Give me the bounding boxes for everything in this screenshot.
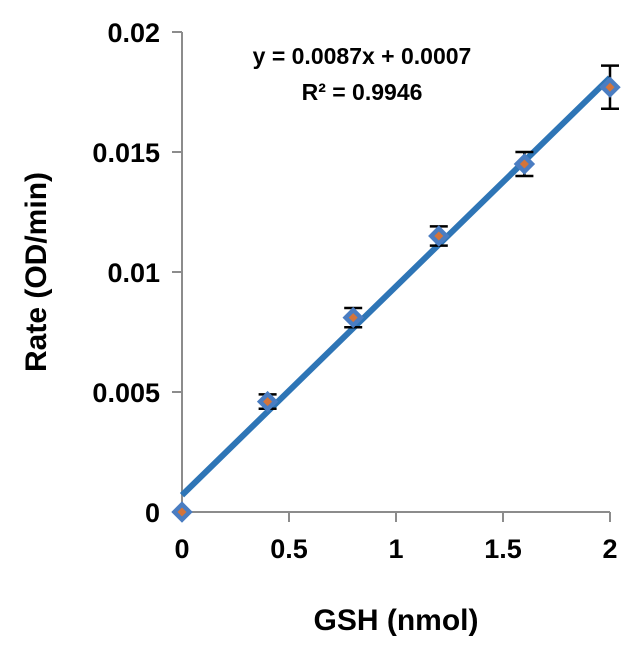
x-tick-label: 0 [174, 534, 189, 564]
data-markers [171, 76, 621, 523]
y-tick-label: 0.02 [107, 18, 160, 48]
x-axis-title: GSH (nmol) [314, 604, 479, 637]
ticks: 0 0.5 1 1.5 2 0 0.005 0.01 0.015 0.02 [92, 18, 617, 564]
data-point [428, 225, 450, 247]
data-point [599, 76, 621, 98]
x-tick-label: 2 [602, 534, 617, 564]
y-tick-label: 0.015 [92, 138, 160, 168]
y-axis-title: Rate (OD/min) [20, 172, 53, 372]
r-squared-label: R² = 0.9946 [302, 79, 423, 105]
trendline-layer [179, 75, 613, 498]
data-point [513, 153, 536, 175]
x-tick-label: 1 [388, 534, 403, 564]
x-tick-label: 1.5 [484, 534, 522, 564]
data-point [171, 501, 193, 523]
trendline-equation: y = 0.0087x + 0.0007 [253, 43, 472, 69]
data-point [342, 306, 364, 329]
y-tick-label: 0 [145, 498, 160, 528]
data-point [256, 390, 279, 413]
x-tick-label: 0.5 [270, 534, 308, 564]
y-tick-label: 0.01 [107, 258, 160, 288]
trendline [179, 75, 613, 498]
y-tick-label: 0.005 [92, 378, 160, 408]
